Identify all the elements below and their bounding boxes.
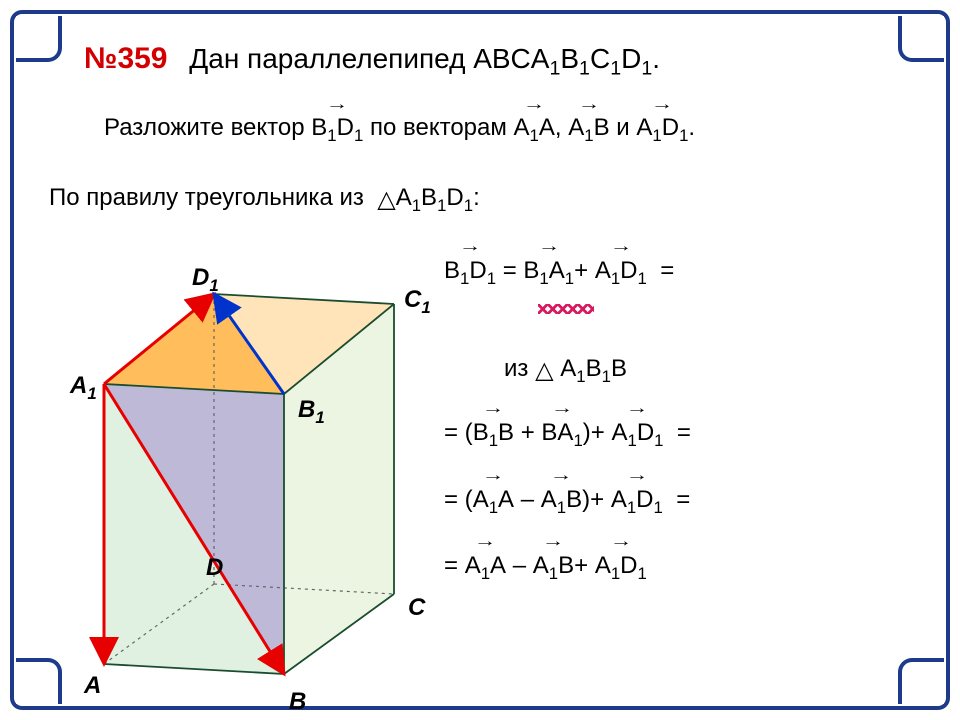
problem-number: №359 — [84, 42, 168, 75]
math-derivation: B1D1 = B1A1+ A1D1 = из △ A1B1B = (B1B + … — [444, 254, 916, 613]
vec-a1d1: A1D1 — [636, 114, 688, 146]
triangle-icon: △ — [377, 185, 395, 214]
eq-4: = (A1A – A1B)+ A1D1 = — [444, 483, 916, 519]
vertex-label-b1: B1 — [298, 396, 325, 428]
rule-line: По правилу треугольника из △A1B1D1: — [49, 184, 480, 216]
vertex-label-c1: C1 — [404, 286, 431, 318]
diagram-svg — [64, 244, 444, 714]
eq-5: = A1A – A1B+ A1D1 — [444, 549, 916, 585]
vertex-label-b: B — [289, 688, 306, 716]
content-area: №359 Дан параллелепипед ABCA1B1C1D1. Раз… — [24, 24, 936, 696]
title-line: №359 Дан параллелепипед ABCA1B1C1D1. — [84, 42, 660, 81]
vertex-label-d: D — [206, 554, 223, 582]
eq-2-from: из △ A1B1B — [504, 352, 916, 388]
given-text: Дан параллелепипед ABCA1B1C1D1. — [189, 43, 660, 74]
zigzag-underline — [538, 304, 594, 314]
eq-1: B1D1 = B1A1+ A1D1 = — [444, 254, 916, 324]
vertex-label-a1: A1 — [70, 372, 97, 404]
slide-frame: №359 Дан параллелепипед ABCA1B1C1D1. Раз… — [0, 0, 960, 720]
vec-b1d1: B1D1 — [311, 114, 363, 146]
triangle-icon: △ — [535, 354, 553, 388]
vertex-label-a: A — [84, 672, 101, 700]
vec-a1a: A1A — [514, 114, 555, 146]
eq-3: = (B1B + BA1)+ A1D1 = — [444, 416, 916, 452]
task-line: Разложите вектор B1D1 по векторам A1A, A… — [104, 114, 695, 146]
parallelepiped-diagram: A B C D A1 B1 C1 D1 — [64, 244, 444, 714]
vec-a1b: A1B — [568, 114, 609, 146]
vertex-label-c: C — [408, 594, 425, 622]
vertex-label-d1: D1 — [192, 264, 219, 296]
